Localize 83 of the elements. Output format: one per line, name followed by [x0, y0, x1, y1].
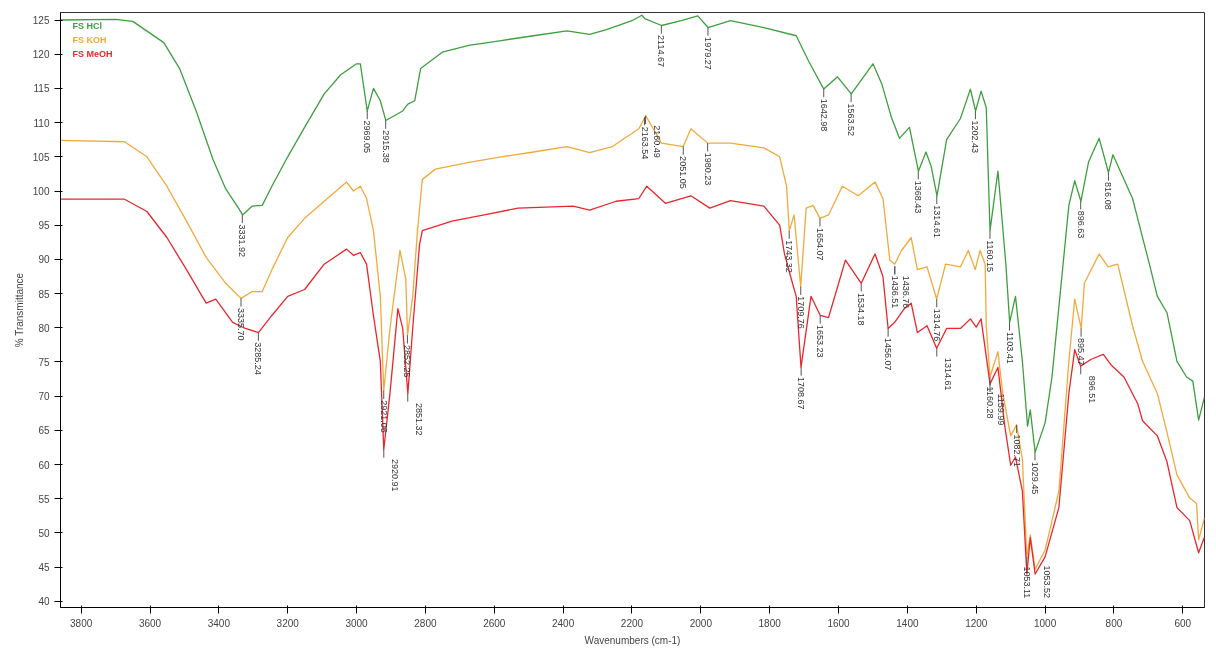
- y-tick-label: 45: [38, 562, 50, 574]
- annotation: 1202.43: [970, 120, 981, 154]
- x-tick-label: 2800: [414, 617, 437, 629]
- y-tick-label: 115: [33, 83, 50, 95]
- annotation: 895.47: [1076, 338, 1087, 366]
- annotation: 1029.45: [1029, 461, 1040, 495]
- annotation: 1314.61: [931, 205, 942, 238]
- annotation: 1563.52: [846, 103, 857, 137]
- y-tick-label: 80: [38, 322, 50, 334]
- annotation: 1979.27: [702, 37, 713, 70]
- annotation: 1159.99: [996, 393, 1007, 426]
- annotation: 1653.23: [815, 325, 826, 358]
- y-tick-label: 100: [32, 186, 50, 197]
- annotation: 896.51: [1086, 375, 1097, 404]
- y-tick-label: 90: [38, 254, 50, 266]
- x-tick-label: 1400: [896, 617, 919, 629]
- x-tick-label: 3200: [276, 617, 300, 629]
- annotation: 1709.76: [795, 296, 806, 329]
- annotation: 1436.51: [889, 275, 900, 309]
- annotation: 2160.49: [651, 125, 662, 158]
- annotation: 3335.70: [236, 307, 246, 341]
- text: FS MeOH: [72, 48, 113, 59]
- y-tick-label: 50: [38, 527, 50, 539]
- annotation: 816.08: [1103, 182, 1114, 210]
- y-tick-label: 85: [38, 288, 50, 300]
- text: FS KOH: [72, 34, 107, 45]
- annotation: 3331.92: [237, 224, 248, 258]
- x-tick-label: 1600: [827, 617, 851, 629]
- series-label: FS HCl: [72, 20, 103, 31]
- annotation: 2851.32: [413, 403, 424, 436]
- annotation: 2852.25: [402, 344, 413, 378]
- annotation: 1314.76: [931, 308, 942, 342]
- x-tick-label: 2200: [620, 617, 644, 629]
- annotation: 3285.24: [253, 342, 264, 375]
- y-tick-label: 105: [32, 151, 50, 163]
- annotation: 1082.71: [1011, 434, 1022, 468]
- y-axis-title: % Transmittance: [13, 272, 25, 348]
- y-tick-label: 70: [38, 391, 50, 403]
- x-tick-label: 2600: [483, 617, 506, 629]
- x-tick-label: 3400: [207, 617, 231, 629]
- y-tick-label: 110: [33, 117, 50, 129]
- x-tick-label: 1200: [965, 617, 988, 629]
- y-tick-label: 65: [38, 425, 50, 437]
- y-tick-label: 125: [32, 15, 50, 27]
- y-tick-label: 75: [38, 356, 50, 368]
- annotation: 1368.43: [913, 180, 924, 214]
- x-tick-label: 1000: [1033, 617, 1057, 629]
- x-axis-title: Wavenumbers (cm-1): [584, 634, 681, 646]
- x-tick-label: 3600: [138, 617, 162, 629]
- annotation: 2114.67: [656, 35, 667, 67]
- annotation: 1053.52: [1041, 565, 1052, 599]
- y-tick-label: 95: [38, 220, 50, 232]
- x-tick-label: 3800: [70, 617, 93, 629]
- y-tick-label: 40: [38, 596, 50, 608]
- annotation: 1980.23: [702, 152, 713, 186]
- y-tick-label: 120: [32, 49, 50, 61]
- annotation: 2915.38: [380, 130, 391, 163]
- x-tick-label: 800: [1105, 617, 1123, 629]
- annotation: 2920.91: [389, 459, 400, 492]
- x-tick-label: 1800: [758, 617, 782, 629]
- annotation: 1053.11: [1021, 566, 1032, 599]
- annotation: 896.63: [1075, 210, 1086, 239]
- y-tick-label: 60: [38, 459, 50, 471]
- annotation: 1642.98: [818, 98, 829, 132]
- x-tick-label: 3000: [345, 617, 369, 629]
- x-tick-label: 2000: [689, 617, 713, 629]
- annotation: 2163.54: [639, 126, 650, 160]
- annotation: 2969.05: [362, 120, 373, 154]
- x-tick-label: 600: [1174, 617, 1192, 629]
- annotation: 1743.32: [784, 240, 795, 273]
- x-tick-label: 2400: [552, 617, 575, 629]
- annotation: 1708.67: [796, 377, 807, 410]
- y-tick-label: 55: [38, 493, 50, 505]
- annotation: 1534.18: [856, 292, 867, 326]
- annotation: 1103.41: [1004, 331, 1015, 364]
- annotation: 1654.07: [814, 227, 825, 261]
- annotation: 1314.61: [942, 357, 953, 391]
- annotation: 1436.76: [900, 275, 911, 309]
- annotation: 2921.06: [378, 400, 389, 433]
- annotation: 1456.07: [883, 338, 894, 371]
- annotation: 2051.05: [678, 156, 689, 189]
- annotation: 1160.15: [984, 240, 995, 273]
- annotation: 1160.28: [984, 386, 995, 419]
